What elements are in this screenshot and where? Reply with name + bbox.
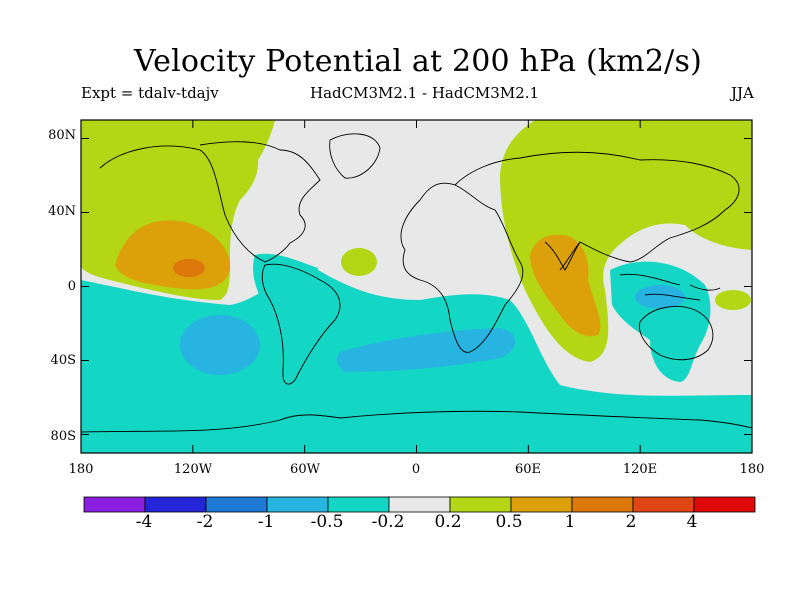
x-tick-label: 180 bbox=[739, 462, 765, 477]
colorbar-swatch bbox=[632, 496, 695, 513]
contour-pos-0.5-indianocean bbox=[530, 234, 601, 337]
map-field bbox=[81, 120, 752, 453]
colorbar-swatch bbox=[327, 496, 390, 513]
colorbar-swatch bbox=[83, 496, 146, 513]
colorbar-swatch bbox=[205, 496, 268, 513]
x-tick-label: 0 bbox=[411, 462, 421, 477]
colorbar-label: -2 bbox=[196, 512, 214, 532]
contour-neg-0.2-tropics bbox=[253, 253, 318, 305]
x-tick-label: 60W bbox=[290, 462, 320, 477]
colorbar-label: 0.2 bbox=[434, 512, 462, 532]
south-america-coast bbox=[261, 263, 341, 385]
coastlines bbox=[81, 133, 752, 433]
contour-neg-0.5-pacific bbox=[180, 315, 260, 375]
australia-coast bbox=[639, 305, 714, 361]
colorbar-label: -0.2 bbox=[371, 512, 405, 532]
colorbar-label: -1 bbox=[257, 512, 275, 532]
experiment-label: Expt = tdalv-tdajv bbox=[81, 84, 219, 102]
contour-pos-1-northpacific bbox=[173, 259, 205, 277]
contour-pos-0.2-africa bbox=[341, 248, 377, 276]
contour-neg-0.2-indopacific bbox=[610, 261, 711, 382]
y-tick-label: 80N bbox=[48, 128, 76, 143]
contour-pos-0.2-pacific-east bbox=[715, 290, 751, 310]
colorbar-label: -0.5 bbox=[310, 512, 344, 532]
x-tick-label: 180 bbox=[68, 462, 94, 477]
y-tick-label: 40S bbox=[50, 353, 76, 368]
axis-ticks bbox=[80, 120, 753, 453]
colorbar bbox=[83, 496, 756, 513]
y-tick-label: 40N bbox=[48, 204, 76, 219]
indonesia-coast bbox=[619, 273, 721, 301]
colorbar-swatch bbox=[388, 496, 451, 513]
contour-pos-0.2-northwest bbox=[230, 120, 275, 170]
greenland-coast bbox=[329, 133, 381, 179]
colorbar-swatch bbox=[571, 496, 634, 513]
contour-neg-0.5-indonesia bbox=[635, 285, 685, 309]
season-label: JJA bbox=[731, 84, 754, 102]
colorbar-label: 0.5 bbox=[495, 512, 523, 532]
colorbar-label: 1 bbox=[564, 512, 576, 532]
north-america-coast bbox=[99, 141, 321, 263]
map-title: Velocity Potential at 200 hPa (km2/s) bbox=[134, 44, 702, 79]
model-comparison-label: HadCM3M2.1 - HadCM3M2.1 bbox=[310, 84, 540, 102]
colorbar-label: 4 bbox=[686, 512, 698, 532]
colorbar-swatch bbox=[449, 496, 512, 513]
india-coast bbox=[544, 241, 581, 271]
y-tick-label: 80S bbox=[50, 429, 76, 444]
antarctica-coast bbox=[81, 410, 752, 433]
colorbar-label: 2 bbox=[625, 512, 637, 532]
colorbar-label: -4 bbox=[135, 512, 153, 532]
colorbar-swatch bbox=[510, 496, 573, 513]
y-tick-label: 0 bbox=[67, 279, 76, 294]
x-tick-label: 120E bbox=[622, 462, 658, 477]
x-tick-label: 120W bbox=[173, 462, 213, 477]
colorbar-swatch bbox=[144, 496, 207, 513]
contour-neg-0.5-atlantic bbox=[336, 328, 515, 372]
eurasia-coast bbox=[454, 151, 740, 271]
x-tick-label: 60E bbox=[514, 462, 542, 477]
colorbar-swatch bbox=[266, 496, 329, 513]
europe-africa-coast bbox=[400, 182, 524, 353]
colorbar-swatch bbox=[693, 496, 756, 513]
